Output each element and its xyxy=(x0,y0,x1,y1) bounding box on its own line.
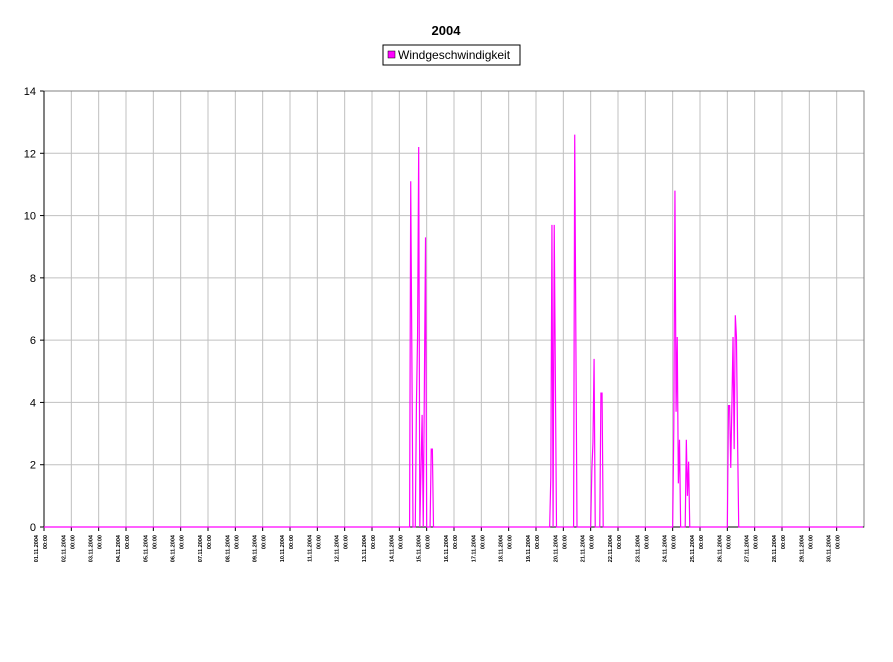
y-tick-label: 10 xyxy=(24,211,36,223)
x-tick-label: 30.11.2004 00:00 xyxy=(827,534,842,562)
x-tick-label: 28.11.2004 00:00 xyxy=(772,534,787,562)
series-line xyxy=(44,134,863,528)
x-tick-label: 22.11.2004 00:00 xyxy=(608,534,623,562)
x-tick-label: 01.11.2004 00:00 xyxy=(34,534,49,562)
y-tick-label: 14 xyxy=(24,86,36,98)
x-tick-label: 08.11.2004 00:00 xyxy=(225,534,240,562)
legend-label: Windgeschwindigkeit xyxy=(398,48,511,62)
x-tick-label: 12.11.2004 00:00 xyxy=(335,534,350,562)
y-tick-label: 8 xyxy=(30,273,36,285)
x-tick-label: 19.11.2004 00:00 xyxy=(526,534,541,562)
y-tick-label: 12 xyxy=(24,148,36,160)
legend-swatch xyxy=(387,50,396,59)
y-tick-label: 2 xyxy=(30,460,36,472)
x-tick-label: 04.11.2004 00:00 xyxy=(116,534,131,562)
legend-box xyxy=(382,44,521,66)
x-tick-label: 07.11.2004 00:00 xyxy=(198,534,213,562)
x-tick-label: 02.11.2004 00:00 xyxy=(61,534,76,562)
chart-title: 2004 xyxy=(432,23,462,38)
x-tick-label: 20.11.2004 00:00 xyxy=(553,534,568,562)
x-tick-label: 27.11.2004 00:00 xyxy=(745,534,760,562)
y-tick-label: 0 xyxy=(30,522,36,534)
x-tick-label: 10.11.2004 00:00 xyxy=(280,534,295,562)
x-tick-label: 14.11.2004 00:00 xyxy=(389,534,404,562)
x-tick-label: 26.11.2004 00:00 xyxy=(717,534,732,562)
y-tick-label: 4 xyxy=(30,397,36,409)
x-tick-label: 11.11.2004 00:00 xyxy=(307,534,322,562)
x-tick-label: 24.11.2004 00:00 xyxy=(663,534,678,562)
x-tick-label: 05.11.2004 00:00 xyxy=(143,534,158,562)
x-tick-label: 25.11.2004 00:00 xyxy=(690,534,705,562)
y-tick-label: 6 xyxy=(30,335,36,347)
x-tick-label: 06.11.2004 00:00 xyxy=(171,534,186,562)
x-tick-label: 13.11.2004 00:00 xyxy=(362,534,377,562)
x-tick-label: 09.11.2004 00:00 xyxy=(253,534,268,562)
x-tick-label: 21.11.2004 00:00 xyxy=(581,534,596,562)
x-tick-label: 18.11.2004 00:00 xyxy=(499,534,514,562)
x-tick-label: 03.11.2004 00:00 xyxy=(89,534,104,562)
x-tick-label: 16.11.2004 00:00 xyxy=(444,534,459,562)
x-tick-label: 15.11.2004 00:00 xyxy=(417,534,432,562)
x-tick-label: 17.11.2004 00:00 xyxy=(471,534,486,562)
x-tick-label: 29.11.2004 00:00 xyxy=(799,534,814,562)
x-tick-label: 23.11.2004 00:00 xyxy=(635,534,650,562)
